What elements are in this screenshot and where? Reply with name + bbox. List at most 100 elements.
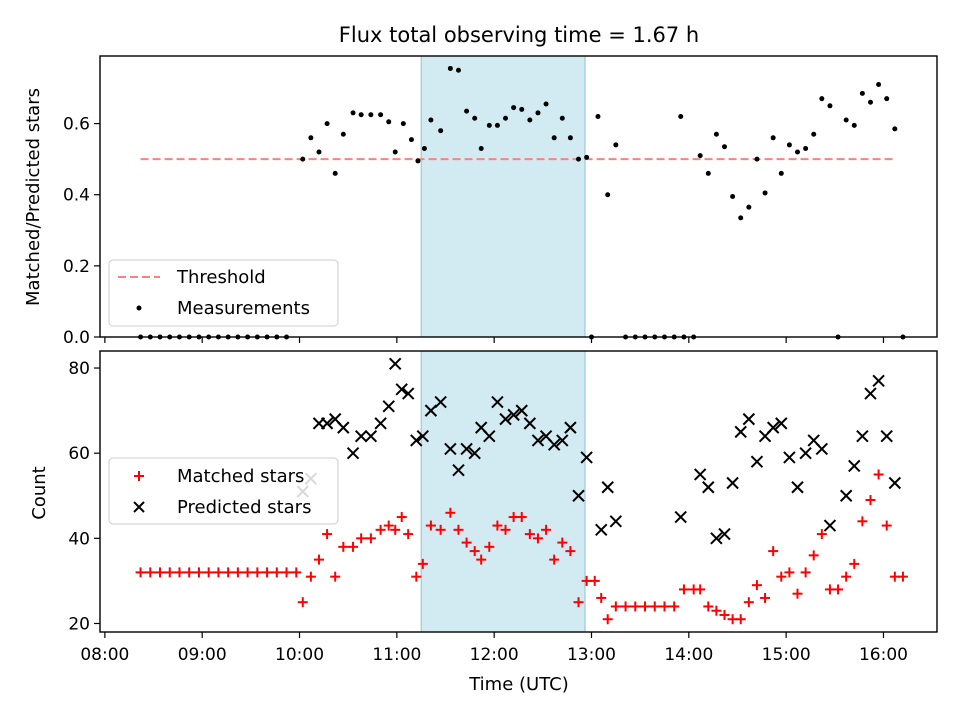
measurement-point — [368, 112, 374, 118]
y-tick-label: 0.6 — [63, 115, 90, 135]
matched-stars-point — [271, 567, 282, 578]
matched-stars-point — [751, 580, 762, 591]
predicted-stars-point — [718, 527, 731, 541]
measurement-point — [415, 158, 421, 164]
legend-matched-label: Matched stars — [177, 466, 304, 487]
matched-stars-point — [841, 571, 852, 582]
matched-stars-point — [232, 567, 243, 578]
matched-stars-point — [375, 524, 386, 535]
predicted-stars-point — [410, 434, 423, 447]
measurement-point — [511, 105, 517, 111]
bottom-observing-window-shade — [420, 350, 586, 633]
matched-stars-point — [476, 554, 487, 565]
predicted-stars-point — [434, 395, 447, 409]
predicted-stars-point — [856, 429, 869, 443]
x-axis-label: Time (UTC) — [468, 674, 569, 695]
measurement-point — [494, 122, 500, 128]
predicted-stars-point — [320, 417, 334, 430]
measurement-point — [795, 149, 800, 155]
top-axes-frame — [99, 55, 938, 338]
matched-stars-point — [453, 524, 464, 535]
measurement-point — [876, 81, 882, 87]
measurement-point — [408, 137, 414, 143]
measurement-point — [867, 99, 873, 105]
predicted-stars-point — [823, 519, 837, 532]
measurement-point — [503, 115, 509, 121]
matched-stars-point — [484, 541, 495, 552]
matched-stars-point — [865, 495, 876, 506]
predicted-stars-point — [499, 412, 512, 426]
x-tick-label: 14:00 — [664, 645, 713, 665]
measurement-point — [527, 117, 533, 123]
chart-title: Flux total observing time = 1.67 h — [339, 23, 699, 47]
matched-stars-point — [445, 507, 456, 518]
measurement-point — [559, 115, 565, 121]
matched-stars-point — [776, 571, 787, 582]
matched-stars-point — [403, 529, 414, 540]
predicted-stars-point — [674, 510, 687, 524]
bottom-legend: Matched stars Predicted stars — [108, 457, 339, 525]
matched-stars-point — [596, 592, 607, 603]
matched-stars-point — [411, 571, 422, 582]
x-tick-label: 13:00 — [567, 645, 616, 665]
measurement-point — [324, 121, 330, 127]
measurement-point — [778, 170, 784, 176]
measurement-point — [803, 145, 809, 151]
y-tick-label: 20 — [68, 614, 90, 634]
matched-stars-point — [719, 609, 730, 620]
bottom-y-axis-label: Count — [29, 466, 50, 519]
predicted-stars-point — [848, 459, 861, 473]
measurement-point — [519, 106, 525, 112]
measurement-point — [340, 131, 346, 137]
predicted-stars-point — [346, 446, 360, 460]
measurement-point — [332, 170, 338, 176]
matched-stars-point — [425, 520, 436, 531]
matched-stars-point — [313, 554, 324, 565]
top-legend-box — [108, 259, 339, 327]
measurement-point — [543, 101, 549, 107]
measurement-point — [358, 112, 364, 118]
predicted-stars-point — [547, 438, 561, 451]
predicted-stars-point — [556, 434, 569, 447]
measurement-point — [300, 156, 306, 162]
matched-stars-point — [678, 584, 689, 595]
matched-stars-point — [348, 541, 359, 552]
predicted-stars-point — [564, 421, 577, 434]
matched-stars-point — [589, 575, 600, 586]
measurement-point — [754, 156, 760, 162]
matched-stars-point — [735, 614, 746, 625]
measurement-point — [392, 149, 398, 155]
predicted-stars-point — [839, 489, 853, 502]
measurement-point — [722, 144, 728, 150]
predicted-stars-point — [364, 429, 378, 443]
matched-stars-point — [435, 524, 446, 535]
legend-threshold-label: Threshold — [176, 267, 266, 288]
measurement-point — [843, 117, 849, 123]
measurement-point — [851, 122, 857, 128]
measurement-point — [605, 192, 611, 198]
measurement-point — [486, 122, 492, 128]
matched-stars-point — [262, 567, 273, 578]
top-y-axis-label: Matched/Predicted stars — [23, 88, 44, 306]
matched-stars-point — [461, 537, 472, 548]
matched-stars-point — [365, 533, 376, 544]
matched-stars-point — [881, 520, 892, 531]
matched-stars-point — [330, 571, 341, 582]
predicted-stars-point — [783, 451, 796, 464]
measurement-point — [567, 135, 573, 141]
predicted-stars-point — [483, 429, 496, 443]
measurement-point — [713, 131, 719, 137]
predicted-stars-point — [395, 383, 408, 396]
matched-stars-point — [833, 584, 844, 595]
predicted-stars-point — [742, 412, 756, 426]
predicted-stars-point — [693, 468, 707, 481]
measurement-point — [819, 96, 825, 102]
measurement-point — [386, 119, 392, 125]
measurement-point — [308, 135, 314, 141]
measurement-point — [738, 215, 744, 221]
measurement-point — [438, 128, 444, 134]
measurement-point — [613, 142, 619, 148]
matched-stars-point — [800, 567, 811, 578]
measurement-point — [316, 149, 322, 155]
